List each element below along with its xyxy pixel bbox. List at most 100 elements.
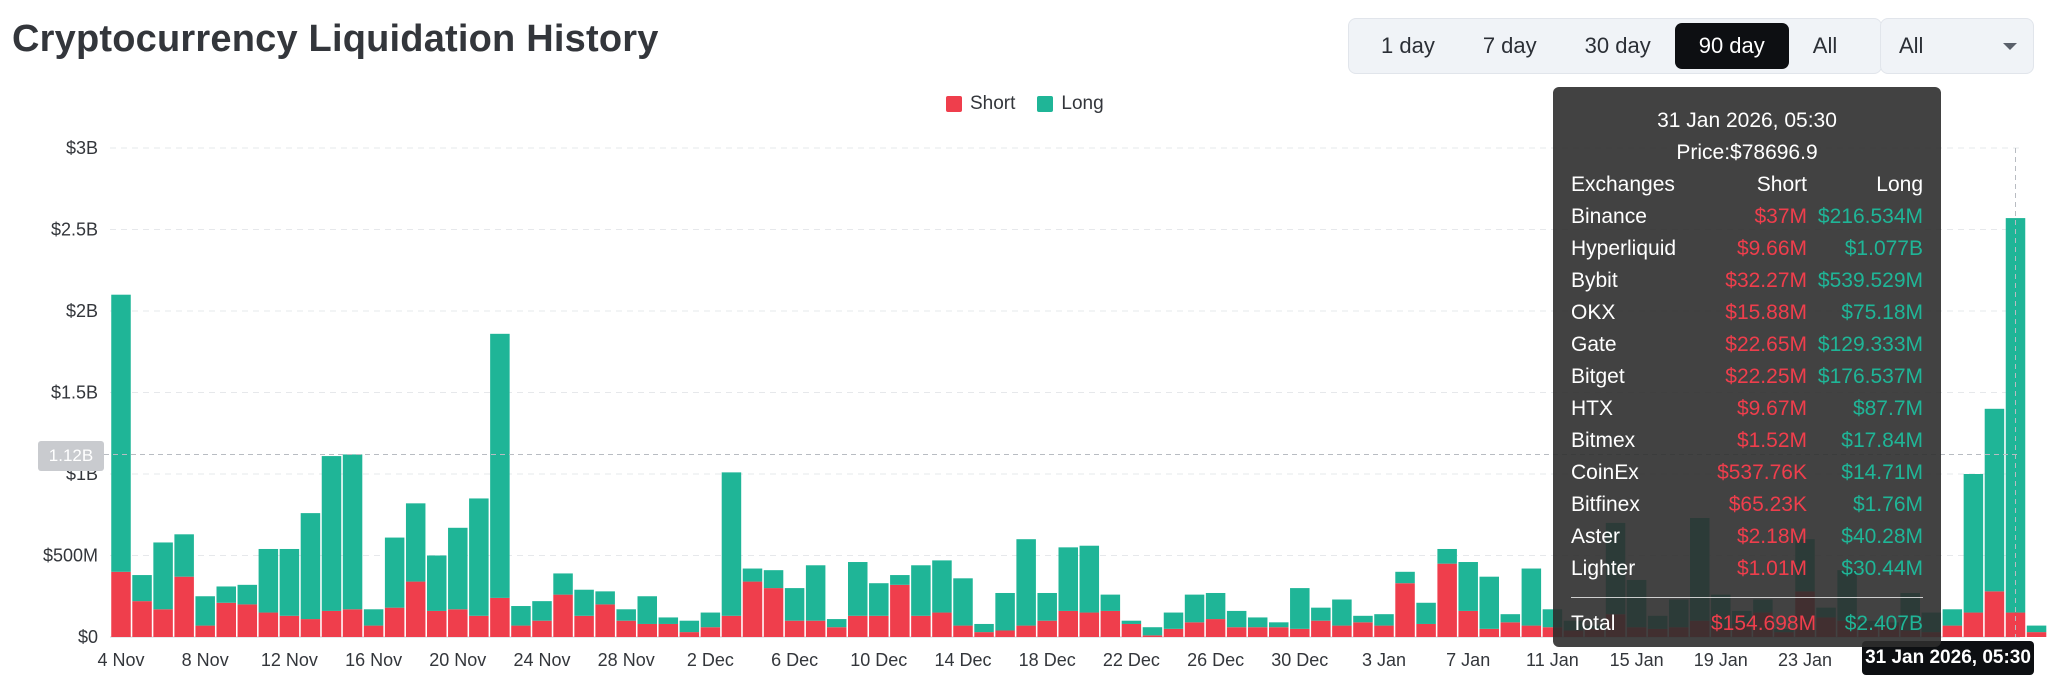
bar-long[interactable] <box>1142 627 1163 636</box>
bar-short[interactable] <box>869 615 889 637</box>
bar-long[interactable] <box>763 570 784 589</box>
bar-short[interactable] <box>1942 625 1963 637</box>
bar-long[interactable] <box>1984 408 2005 592</box>
bar-short[interactable] <box>848 615 868 637</box>
bar-long[interactable] <box>616 609 636 621</box>
bar-short[interactable] <box>427 610 447 637</box>
bar-short[interactable] <box>153 609 173 637</box>
bar-short[interactable] <box>742 581 763 637</box>
range-30-day-button[interactable]: 30 day <box>1584 33 1651 58</box>
bar-short[interactable] <box>1016 625 1036 637</box>
bar-long[interactable] <box>869 583 889 616</box>
bar-long[interactable] <box>742 568 763 582</box>
bar-long[interactable] <box>574 589 594 616</box>
range-90-day-button[interactable]: 90 day <box>1674 23 1789 69</box>
bar-short[interactable] <box>1247 627 1268 637</box>
bar-long[interactable] <box>911 565 931 616</box>
bar-long[interactable] <box>1353 615 1373 623</box>
bar-long[interactable] <box>300 513 321 620</box>
bar-long[interactable] <box>132 575 152 602</box>
bar-long[interactable] <box>1311 607 1331 621</box>
bar-long[interactable] <box>258 548 279 613</box>
bar-short[interactable] <box>1416 623 1436 637</box>
bar-long[interactable] <box>405 503 426 582</box>
exchange-select[interactable]: All <box>1880 18 2034 74</box>
bar-short[interactable] <box>448 609 468 637</box>
bar-long[interactable] <box>237 584 258 605</box>
bar-long[interactable] <box>1058 547 1079 611</box>
bar-short[interactable] <box>174 576 194 637</box>
bar-long[interactable] <box>1458 562 1478 611</box>
bar-short[interactable] <box>1163 628 1184 637</box>
bar-short[interactable] <box>1121 623 1142 637</box>
bar-short[interactable] <box>2005 612 2026 637</box>
bar-short[interactable] <box>658 623 679 637</box>
bar-short[interactable] <box>1458 610 1478 637</box>
bar-long[interactable] <box>1521 568 1542 626</box>
bar-short[interactable] <box>763 588 784 637</box>
bar-short[interactable] <box>1142 635 1163 637</box>
bar-long[interactable] <box>216 586 237 603</box>
bar-short[interactable] <box>384 607 405 637</box>
bar-long[interactable] <box>637 596 658 624</box>
bar-short[interactable] <box>1058 610 1079 637</box>
bar-short[interactable] <box>1437 563 1457 637</box>
bar-long[interactable] <box>532 601 552 621</box>
bar-long[interactable] <box>1269 622 1289 628</box>
bar-short[interactable] <box>953 625 973 637</box>
bar-long[interactable] <box>384 537 405 608</box>
bar-long[interactable] <box>700 612 721 628</box>
bar-long[interactable] <box>1479 576 1500 629</box>
bar-short[interactable] <box>258 612 279 637</box>
bar-long[interactable] <box>1416 602 1436 624</box>
bar-short[interactable] <box>595 604 615 637</box>
bar-short[interactable] <box>1332 625 1352 637</box>
legend-item-short[interactable]: Short <box>946 93 1015 115</box>
bar-long[interactable] <box>974 623 994 633</box>
range-7-day-button[interactable]: 7 day <box>1482 33 1537 58</box>
bar-long[interactable] <box>1079 545 1100 613</box>
bar-long[interactable] <box>448 527 468 610</box>
bar-long[interactable] <box>427 555 447 611</box>
bar-short[interactable] <box>1100 610 1121 637</box>
bar-short[interactable] <box>616 620 636 637</box>
bar-short[interactable] <box>1311 620 1331 637</box>
bar-long[interactable] <box>805 565 826 621</box>
bar-short[interactable] <box>574 615 594 637</box>
bar-long[interactable] <box>679 620 700 633</box>
bar-short[interactable] <box>1542 627 1563 637</box>
bar-long[interactable] <box>1437 548 1457 564</box>
range-1-day-button[interactable]: 1 day <box>1381 33 1435 58</box>
bar-long[interactable] <box>279 548 300 616</box>
bar-short[interactable] <box>1353 622 1373 637</box>
bar-long[interactable] <box>1205 592 1226 620</box>
bar-long[interactable] <box>1163 612 1184 629</box>
bar-short[interactable] <box>363 625 384 637</box>
bar-long[interactable] <box>784 588 805 621</box>
bar-short[interactable] <box>469 615 489 637</box>
bar-short[interactable] <box>405 581 426 637</box>
bar-long[interactable] <box>363 609 384 626</box>
bar-short[interactable] <box>300 619 321 637</box>
bar-short[interactable] <box>342 609 363 637</box>
bar-long[interactable] <box>1100 594 1121 611</box>
bar-short[interactable] <box>1037 620 1057 637</box>
bar-short[interactable] <box>1500 622 1521 637</box>
bar-short[interactable] <box>784 620 805 637</box>
bar-short[interactable] <box>1205 619 1226 637</box>
bar-long[interactable] <box>1247 617 1268 628</box>
bar-short[interactable] <box>1374 625 1394 637</box>
bar-long[interactable] <box>2026 625 2047 633</box>
bar-short[interactable] <box>679 632 700 637</box>
bar-long[interactable] <box>153 542 173 610</box>
bar-short[interactable] <box>237 604 258 637</box>
bar-short[interactable] <box>279 615 300 637</box>
bar-short[interactable] <box>1395 583 1415 637</box>
bar-short[interactable] <box>1290 628 1310 637</box>
bar-short[interactable] <box>911 615 931 637</box>
bar-short[interactable] <box>1226 627 1247 637</box>
bar-short[interactable] <box>1269 627 1289 637</box>
bar-long[interactable] <box>1290 588 1310 629</box>
bar-short[interactable] <box>216 602 237 637</box>
bar-long[interactable] <box>469 498 489 616</box>
